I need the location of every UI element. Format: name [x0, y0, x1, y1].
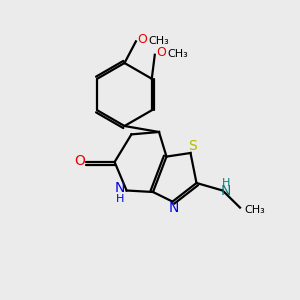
Text: CH₃: CH₃ [167, 49, 188, 58]
Text: O: O [74, 154, 85, 168]
Text: O: O [138, 33, 147, 46]
Text: N: N [169, 201, 179, 215]
Text: H: H [116, 194, 124, 204]
Text: O: O [156, 46, 166, 59]
Text: CH₃: CH₃ [244, 205, 265, 215]
Text: H: H [221, 178, 230, 188]
Text: S: S [188, 140, 197, 153]
Text: N: N [115, 181, 125, 195]
Text: N: N [220, 184, 231, 198]
Text: CH₃: CH₃ [148, 36, 169, 46]
